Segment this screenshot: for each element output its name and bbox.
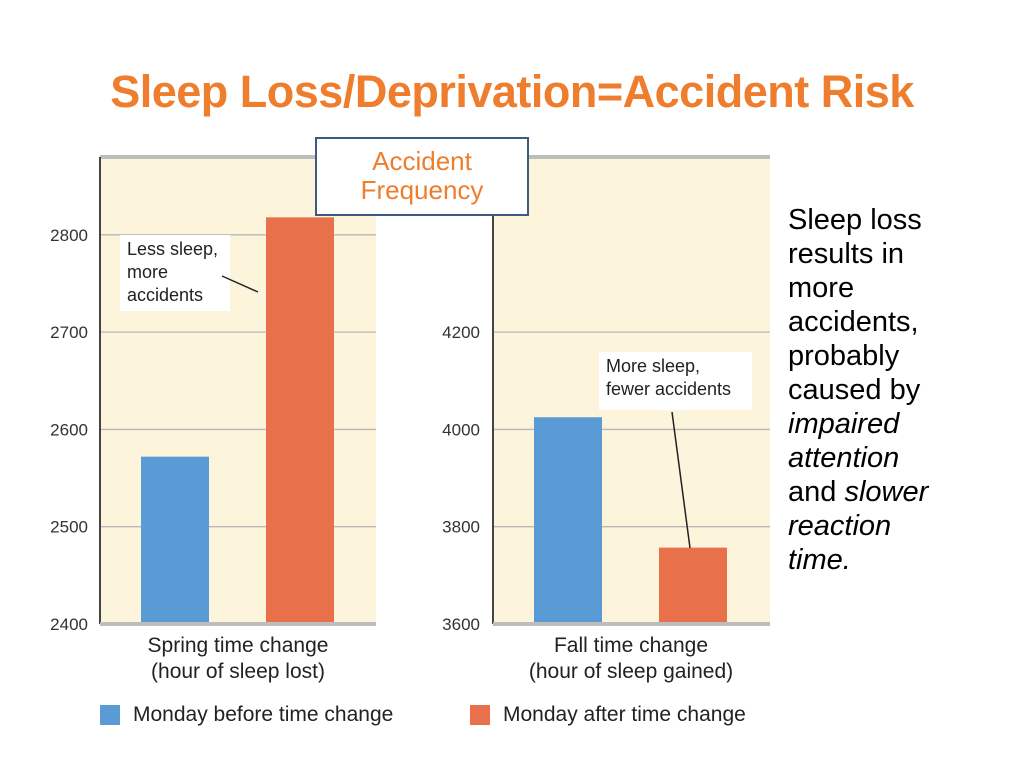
explanation-line: probably	[788, 340, 900, 372]
annotation-text: More sleep,	[606, 356, 700, 376]
explanation-line: time.	[788, 544, 851, 576]
bar-after	[266, 217, 334, 624]
y-tick-label: 2600	[50, 420, 88, 439]
annotation-text: fewer accidents	[606, 379, 731, 399]
y-tick-label: 3800	[442, 518, 480, 537]
x-axis-label: (hour of sleep gained)	[529, 660, 733, 683]
y-axis-label-line-1: Accident	[372, 146, 472, 176]
legend-label-before: Monday before time change	[133, 703, 394, 726]
y-tick-label: 3600	[442, 615, 480, 634]
explanation-text: Sleep loss results in more accidents, probab…	[788, 203, 1018, 577]
annotation-box	[120, 235, 230, 311]
bar-before	[534, 417, 602, 624]
y-tick-label: 2500	[50, 518, 88, 537]
annotation-text: accidents	[127, 285, 203, 305]
y-tick-label: 2400	[50, 615, 88, 634]
x-axis-label: Spring time change	[148, 634, 329, 657]
y-axis-label-line-2: Frequency	[360, 175, 484, 205]
explanation-line: impaired	[788, 408, 900, 440]
annotation-text: Less sleep,	[127, 239, 218, 259]
explanation-line: and slower	[788, 476, 929, 508]
x-axis-label: (hour of sleep lost)	[151, 660, 325, 683]
explanation-line: results in	[788, 238, 905, 270]
y-tick-label: 4000	[442, 420, 480, 439]
x-axis-label: Fall time change	[554, 634, 708, 657]
annotation-leader-line	[671, 411, 691, 549]
bar-before	[141, 456, 209, 624]
annotation-leader-line	[221, 275, 259, 293]
annotation-text: more	[127, 262, 168, 282]
y-axis-label-box: Accident Frequency	[315, 137, 529, 216]
bar-after	[659, 547, 727, 624]
explanation-line: reaction	[788, 510, 892, 542]
annotation-box	[599, 352, 752, 410]
y-tick-label: 2800	[50, 226, 88, 245]
legend-item-after: Monday after time change	[470, 703, 746, 727]
legend-label-after: Monday after time change	[503, 703, 746, 726]
y-tick-label: 2700	[50, 323, 88, 342]
y-tick-label: 4200	[442, 323, 480, 342]
legend-item-before: Monday before time change	[100, 703, 393, 727]
slide-title: Sleep Loss/Deprivation=Accident Risk	[110, 66, 914, 117]
explanation-line: accidents,	[788, 306, 919, 338]
legend-swatch-before	[100, 705, 120, 725]
explanation-line: attention	[788, 442, 900, 474]
explanation-line: caused by	[788, 374, 921, 406]
explanation-line: more	[788, 272, 855, 304]
explanation-line: Sleep loss	[788, 204, 922, 236]
legend-swatch-after	[470, 705, 490, 725]
